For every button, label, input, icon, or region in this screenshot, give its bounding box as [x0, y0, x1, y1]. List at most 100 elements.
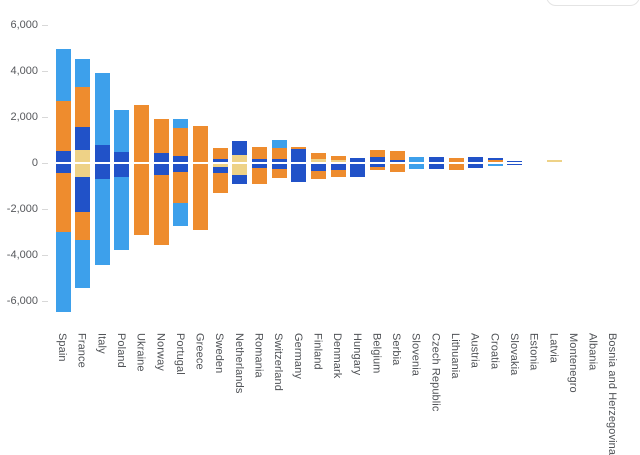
bar-segment-dark-blue[interactable]	[350, 163, 365, 177]
bar-segment-dark-blue[interactable]	[114, 163, 129, 177]
y-axis-tick-label: 2,000	[0, 110, 38, 124]
bar-segment-orange[interactable]	[311, 153, 326, 159]
bar-segment-dark-blue[interactable]	[311, 163, 326, 171]
bar-bosnia-and-herzegovina[interactable]	[606, 0, 621, 330]
bar-segment-orange[interactable]	[272, 169, 287, 178]
bar-italy[interactable]	[95, 0, 110, 330]
bar-romania[interactable]	[252, 0, 267, 330]
bar-segment-dark-blue[interactable]	[56, 163, 71, 173]
x-axis-label-greece: Greece	[194, 333, 206, 403]
bar-latvia[interactable]	[547, 0, 562, 330]
y-axis-tick-label: -6,000	[0, 294, 38, 308]
bar-segment-orange[interactable]	[370, 150, 385, 157]
bar-segment-orange[interactable]	[173, 128, 188, 156]
bar-lithuania[interactable]	[449, 0, 464, 330]
bar-spain[interactable]	[56, 0, 71, 330]
bar-segment-orange[interactable]	[134, 163, 149, 235]
bar-greece[interactable]	[193, 0, 208, 330]
x-axis-label-hungary: Hungary	[351, 333, 363, 403]
bar-segment-dark-blue[interactable]	[95, 145, 110, 163]
bar-segment-orange[interactable]	[75, 87, 90, 127]
bar-segment-dark-blue[interactable]	[291, 149, 306, 163]
bar-segment-orange[interactable]	[56, 101, 71, 151]
bar-segment-orange[interactable]	[252, 147, 267, 159]
bar-slovenia[interactable]	[409, 0, 424, 330]
bar-segment-cream[interactable]	[75, 163, 90, 177]
bar-segment-dark-blue[interactable]	[75, 177, 90, 212]
bar-segment-dark-blue[interactable]	[232, 141, 247, 154]
bar-segment-dark-blue[interactable]	[232, 175, 247, 184]
bar-segment-light-blue[interactable]	[95, 179, 110, 265]
bar-segment-cream[interactable]	[232, 163, 247, 175]
bar-segment-orange[interactable]	[134, 105, 149, 163]
bar-finland[interactable]	[311, 0, 326, 330]
bar-segment-dark-blue[interactable]	[154, 163, 169, 175]
bar-germany[interactable]	[291, 0, 306, 330]
bar-segment-light-blue[interactable]	[75, 240, 90, 288]
x-axis-label-portugal: Portugal	[174, 333, 186, 403]
x-axis-label-slovakia: Slovakia	[508, 333, 520, 403]
bar-segment-light-blue[interactable]	[114, 177, 129, 250]
bar-segment-light-blue[interactable]	[173, 203, 188, 227]
bar-segment-light-blue[interactable]	[272, 140, 287, 148]
bar-segment-dark-blue[interactable]	[331, 163, 346, 170]
bar-segment-orange[interactable]	[56, 173, 71, 232]
bar-segment-orange[interactable]	[390, 163, 405, 172]
y-axis-tick-mark	[42, 117, 48, 118]
bar-segment-dark-blue[interactable]	[291, 163, 306, 182]
bar-segment-light-blue[interactable]	[95, 73, 110, 145]
bar-segment-orange[interactable]	[213, 148, 228, 159]
y-axis-tick-label: -2,000	[0, 202, 38, 216]
bar-segment-light-blue[interactable]	[56, 49, 71, 101]
bar-segment-light-blue[interactable]	[173, 119, 188, 128]
bar-croatia[interactable]	[488, 0, 503, 330]
bar-switzerland[interactable]	[272, 0, 287, 330]
bar-segment-orange[interactable]	[331, 156, 346, 160]
bar-segment-orange[interactable]	[154, 119, 169, 153]
bar-segment-orange[interactable]	[390, 151, 405, 160]
x-axis-label-bosnia-and-herzegovina: Bosnia and Herzegovina	[606, 333, 618, 403]
bar-segment-orange[interactable]	[272, 148, 287, 159]
bar-poland[interactable]	[114, 0, 129, 330]
bar-segment-orange[interactable]	[75, 212, 90, 240]
bar-segment-orange[interactable]	[291, 147, 306, 149]
bar-austria[interactable]	[468, 0, 483, 330]
bar-serbia[interactable]	[390, 0, 405, 330]
bar-france[interactable]	[75, 0, 90, 330]
bar-sweden[interactable]	[213, 0, 228, 330]
y-axis-tick-label: 0	[0, 156, 38, 170]
bar-estonia[interactable]	[527, 0, 542, 330]
bar-segment-orange[interactable]	[193, 126, 208, 163]
bar-segment-orange[interactable]	[173, 172, 188, 203]
bar-segment-dark-blue[interactable]	[173, 163, 188, 172]
bar-segment-orange[interactable]	[193, 163, 208, 230]
bar-albania[interactable]	[586, 0, 601, 330]
bar-segment-orange[interactable]	[213, 173, 228, 193]
y-axis-tick-mark	[42, 255, 48, 256]
bar-segment-light-blue[interactable]	[75, 59, 90, 86]
bar-segment-orange[interactable]	[252, 168, 267, 184]
x-axis-label-serbia: Serbia	[390, 333, 402, 403]
bar-czech-republic[interactable]	[429, 0, 444, 330]
bar-segment-orange[interactable]	[154, 175, 169, 244]
bar-portugal[interactable]	[173, 0, 188, 330]
bar-segment-light-blue[interactable]	[114, 110, 129, 152]
bar-ukraine[interactable]	[134, 0, 149, 330]
bar-denmark[interactable]	[331, 0, 346, 330]
bar-hungary[interactable]	[350, 0, 365, 330]
bar-slovakia[interactable]	[507, 0, 522, 330]
bar-segment-orange[interactable]	[331, 170, 346, 177]
bar-netherlands[interactable]	[232, 0, 247, 330]
x-axis-label-finland: Finland	[311, 333, 323, 403]
bar-segment-dark-blue[interactable]	[488, 158, 503, 160]
bar-segment-dark-blue[interactable]	[95, 163, 110, 179]
bar-montenegro[interactable]	[566, 0, 581, 330]
bar-segment-light-blue[interactable]	[56, 232, 71, 312]
bar-segment-orange[interactable]	[311, 171, 326, 180]
bar-segment-orange[interactable]	[370, 167, 385, 171]
bar-segment-dark-blue[interactable]	[75, 127, 90, 150]
bar-belgium[interactable]	[370, 0, 385, 330]
bar-norway[interactable]	[154, 0, 169, 330]
x-axis-label-austria: Austria	[469, 333, 481, 403]
